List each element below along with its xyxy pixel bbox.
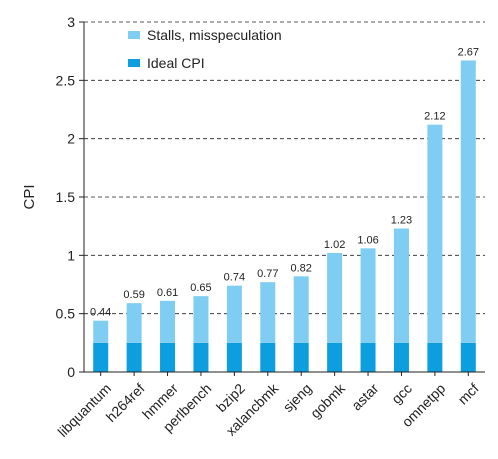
data-label: 2.12 [424,111,445,123]
bar-segment [93,320,109,343]
data-label: 0.77 [257,268,278,280]
y-tick-label: 2.5 [56,72,76,88]
bars [93,60,476,372]
legend-label: Stalls, misspeculation [147,27,282,43]
bar-segment [460,342,476,372]
bar-segment [393,228,409,343]
data-label: 0.44 [90,307,111,319]
bar-segment [126,342,142,372]
data-label: 1.02 [324,239,345,251]
legend-swatch [128,31,140,39]
y-tick-label: 2 [67,131,75,147]
legend-swatch [128,59,140,67]
data-label: 0.82 [290,262,311,274]
bar-segment [393,342,409,372]
x-tick-label: astar [348,380,382,414]
y-tick-label: 3 [67,14,75,30]
bar-segment [327,253,343,343]
x-tick-label: mcf [455,380,482,407]
bar-segment [260,282,276,343]
bar-segment [427,342,443,372]
bar-segment [193,342,209,372]
bar-segment [327,342,343,372]
data-label: 0.74 [224,272,245,284]
bar-segment [93,342,109,372]
legend: Stalls, misspeculation Ideal CPI [128,27,282,71]
bar-segment [427,124,443,343]
data-label: 1.06 [357,234,378,246]
bar-segment [260,342,276,372]
bar-segment [360,248,376,343]
bar-segment [226,285,242,343]
y-tick-label: 0.5 [56,306,76,322]
data-label: 0.61 [157,287,178,299]
bar-segment [293,342,309,372]
bar-segment [160,342,176,372]
data-label: 1.23 [391,215,412,227]
data-label: 2.67 [458,47,479,59]
y-axis-title: CPI [21,184,38,209]
legend-label: Ideal CPI [147,55,205,71]
bar-segment [360,342,376,372]
bar-segment [293,276,309,343]
bar-segment [226,342,242,372]
data-label: 0.59 [123,289,144,301]
y-tick-label: 0 [67,364,75,380]
data-label: 0.65 [190,282,211,294]
y-tick-label: 1.5 [56,189,76,205]
bar-segment [126,303,142,343]
bar-segment [193,296,209,343]
data-labels: 0.44 0.59 0.61 0.65 0.74 0.77 0.82 1.02 1.06 1.23… [90,47,479,319]
bar-segment [460,60,476,343]
y-tick-labels: 0 0.5 1 1.5 2 2.5 3 [56,14,76,380]
axes [79,21,485,376]
bar-segment [160,300,176,343]
x-tick-label: gcc [388,380,415,407]
x-tick-labels: libquantumh264refhmmerperlbenchbzip2xala… [54,379,481,439]
y-tick-label: 1 [67,247,75,263]
x-tick-label: gobmk [307,379,349,421]
gridlines [84,21,485,315]
